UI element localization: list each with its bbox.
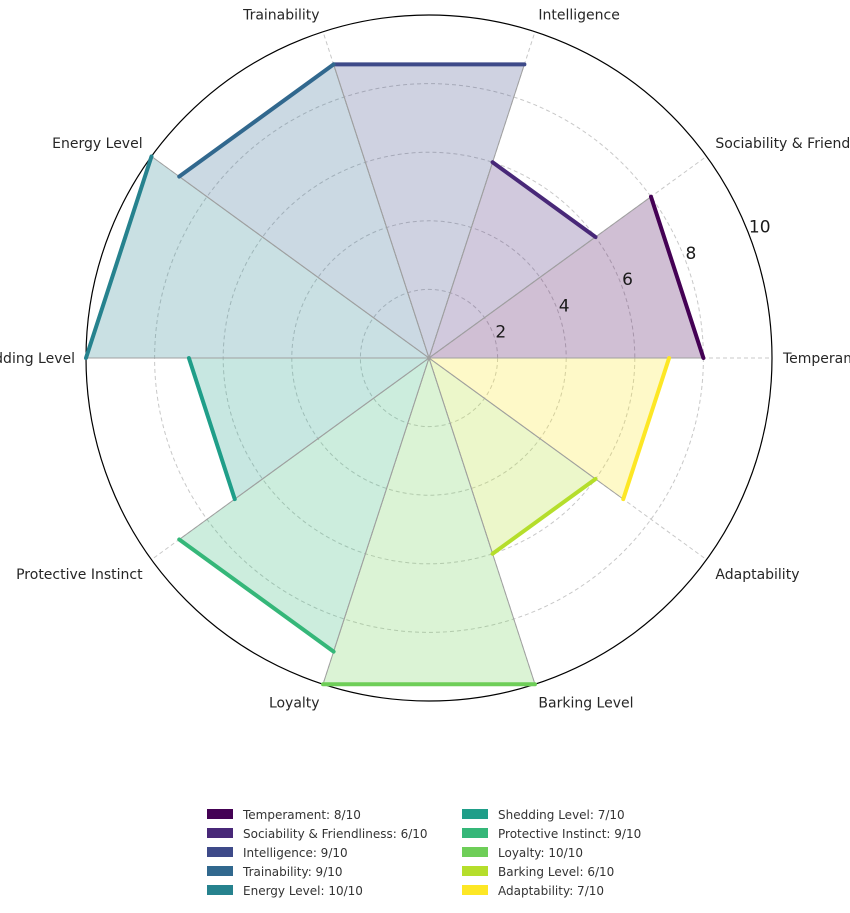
legend-swatch — [462, 809, 488, 819]
legend-item: Trainability: 9/10 — [207, 865, 343, 879]
axis-label-loyalty: Loyalty — [269, 696, 320, 712]
sector-edge-barking-level — [490, 476, 598, 556]
legend-item: Intelligence: 9/10 — [207, 846, 348, 860]
legend-label: Temperament: 8/10 — [242, 808, 361, 822]
legend: Temperament: 8/10 Sociability & Friendlin… — [207, 808, 641, 898]
radial-tick-label: 2 — [495, 323, 506, 343]
sector-edge-shedding-level — [186, 356, 237, 502]
legend-item: Protective Instinct: 9/10 — [462, 827, 641, 841]
sector-edge-protective-instinct — [177, 537, 336, 654]
legend-label: Shedding Level: 7/10 — [498, 808, 625, 822]
axis-labels: Temperament Sociability & Friendliness Int… — [0, 7, 850, 711]
legend-label: Trainability: 9/10 — [242, 865, 343, 879]
axis-label-protective-instinct: Protective Instinct — [16, 567, 143, 583]
axis-label-sociability-and-friendliness: Sociability & Friendliness — [715, 136, 850, 152]
legend-swatch — [462, 885, 488, 895]
legend-item: Adaptability: 7/10 — [462, 884, 604, 898]
legend-swatch — [207, 809, 233, 819]
legend-label: Energy Level: 10/10 — [243, 884, 363, 898]
radial-tick-labels: 2 4 6 8 10 — [495, 218, 770, 343]
axis-label-adaptability: Adaptability — [715, 567, 799, 583]
sector-edge-adaptability — [621, 356, 672, 502]
legend-swatch — [207, 847, 233, 857]
sector-edges — [84, 62, 706, 687]
sector-edge-energy-level — [84, 154, 154, 360]
axis-label-energy-level: Energy Level — [52, 136, 142, 152]
axis-label-shedding-level: Shedding Level — [0, 351, 75, 367]
axis-label-intelligence: Intelligence — [538, 7, 619, 23]
legend-item: Sociability & Friendliness: 6/10 — [207, 827, 428, 841]
axis-label-trainability: Trainability — [242, 7, 320, 23]
legend-swatch — [207, 828, 233, 838]
legend-swatch — [462, 847, 488, 857]
legend-item: Energy Level: 10/10 — [207, 884, 363, 898]
radial-tick-label: 10 — [749, 218, 771, 238]
legend-swatch — [207, 866, 233, 876]
sector-edge-temperament — [648, 194, 706, 360]
legend-label: Sociability & Friendliness: 6/10 — [243, 827, 428, 841]
legend-label: Protective Instinct: 9/10 — [498, 827, 641, 841]
legend-item: Shedding Level: 7/10 — [462, 808, 625, 822]
legend-swatch — [462, 828, 488, 838]
axis-label-barking-level: Barking Level — [538, 696, 633, 712]
radial-tick-label: 8 — [686, 244, 697, 264]
axis-label-temperament: Temperament — [782, 351, 850, 367]
legend-label: Adaptability: 7/10 — [498, 884, 604, 898]
radial-tick-label: 4 — [559, 296, 570, 316]
legend-item: Temperament: 8/10 — [207, 808, 361, 822]
legend-swatch — [207, 885, 233, 895]
legend-label: Loyalty: 10/10 — [498, 846, 583, 860]
sector-edge-trainability — [177, 62, 336, 179]
sectors — [85, 63, 705, 685]
sector-edge-sociability-and-friendliness — [490, 160, 598, 240]
legend-item: Barking Level: 6/10 — [462, 865, 614, 879]
radial-tick-label: 6 — [622, 270, 633, 290]
legend-item: Loyalty: 10/10 — [462, 846, 583, 860]
legend-label: Barking Level: 6/10 — [498, 865, 614, 879]
legend-label: Intelligence: 9/10 — [243, 846, 348, 860]
legend-swatch — [462, 866, 488, 876]
